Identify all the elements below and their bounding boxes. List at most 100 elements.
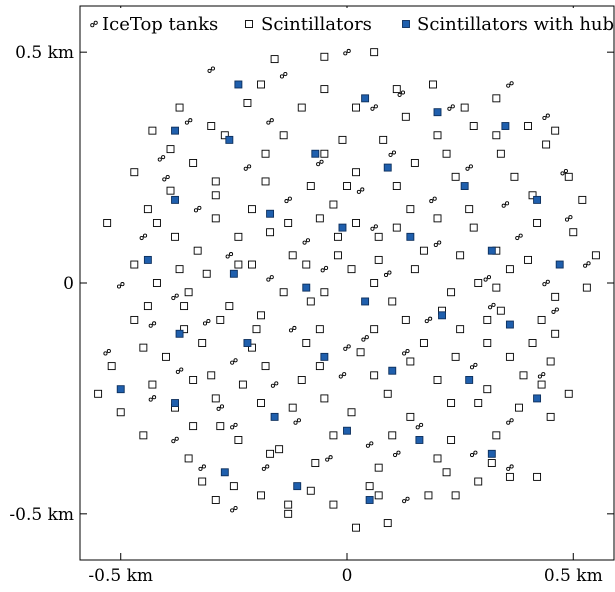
hub-scintillator-point (311, 149, 320, 158)
scintillator-point (406, 205, 415, 214)
tank-point-tank-a (415, 425, 420, 430)
scintillator-point (189, 422, 198, 431)
scintillator-point (524, 255, 532, 264)
scintillator-point (352, 168, 361, 177)
tank-point-tank-b (174, 436, 179, 441)
tank-point-tank-b (106, 348, 111, 354)
tank-point-tank-a (370, 106, 375, 111)
scintillator-point (533, 219, 542, 227)
scintillator-point (202, 269, 211, 278)
scintillator-point (189, 159, 198, 167)
hub-scintillator-point (415, 436, 424, 444)
tank-point (393, 450, 401, 458)
scintillator-point (315, 325, 324, 334)
tank-point (383, 270, 392, 278)
tank-point-tank-a (542, 282, 547, 287)
scintillator-point (333, 232, 342, 241)
hub-scintillator-point (220, 468, 229, 477)
tank-point-tank-a (506, 420, 511, 425)
tank-point (202, 318, 211, 326)
scintillator-point (320, 288, 329, 297)
tank-point-tank-b (391, 150, 397, 155)
tank-point-tank-a (397, 92, 402, 97)
scintillator-point (510, 172, 519, 181)
scintillator-point (94, 389, 103, 398)
tank-point (370, 224, 378, 231)
tank-point (501, 201, 510, 208)
scintillator-point (419, 246, 428, 255)
tank-point (506, 464, 514, 471)
tank-point-tank-b (369, 441, 374, 446)
tank-point-tank-b (292, 325, 297, 331)
scintillator-point (288, 251, 297, 260)
scintillator-point (429, 80, 437, 89)
scintillator-point (315, 362, 324, 371)
scintillator-point (370, 48, 379, 57)
scintillator-point (248, 343, 256, 352)
tank-point-tank-b (346, 48, 351, 54)
scintillator-point (211, 177, 220, 186)
tank-point-tank-a (501, 203, 506, 208)
tank-point-tank-b (568, 215, 573, 220)
scintillator-point (207, 122, 216, 130)
tank-point (551, 307, 559, 314)
scintillator-point (103, 219, 112, 227)
hub-scintillator-point (243, 339, 252, 347)
hub-scintillator-point (338, 223, 347, 232)
scintillator-point (515, 403, 523, 412)
legend-label-hub-scintillator: Scintillators with hub (417, 14, 614, 35)
tank-point-tank-a (243, 166, 248, 171)
scintillator-point (365, 482, 374, 491)
scintillator-point (284, 509, 293, 518)
tank-point (515, 233, 523, 241)
tank-point (402, 348, 410, 356)
tank-point-tank-a (316, 162, 321, 167)
tank-point-tank-b (269, 275, 274, 280)
tank-point-tank-a (288, 328, 294, 333)
tank-point (139, 233, 148, 241)
legend-background (82, 8, 612, 38)
tank-point-tank-b (210, 66, 215, 71)
tank-point (293, 418, 301, 425)
scintillator-point (388, 297, 397, 306)
tank-point-tank-a (230, 508, 235, 513)
tank-point-tank-a (506, 466, 511, 471)
tank-point (216, 404, 225, 411)
scintillator-point (107, 362, 116, 371)
tank-point-tank-a (402, 499, 407, 504)
scintillator-point (329, 500, 338, 509)
tank-point-tank-b (342, 372, 347, 377)
tank-point (230, 422, 238, 430)
tank-point (361, 335, 369, 342)
tank-point-tank-a (162, 177, 167, 182)
tank-point (447, 104, 455, 111)
tank-point-tank-b (405, 348, 410, 354)
tank-point-tank-b (120, 282, 125, 287)
hub-scintillator-point (361, 297, 370, 306)
y-tick-label: 0 (63, 274, 74, 294)
scintillator-point (505, 352, 514, 361)
tank-point-tank-a (361, 337, 366, 342)
tank-point (270, 381, 279, 388)
tank-point-tank-b (396, 450, 401, 455)
scintillator-point (451, 491, 460, 500)
tank-point-tank-b (586, 261, 591, 266)
scintillator-point (374, 491, 383, 500)
scintillator-point (519, 371, 528, 380)
scintillator-point (591, 251, 600, 260)
tank-point-tank-b (305, 238, 311, 243)
scintillator-point (302, 339, 311, 347)
scintillator-point (171, 232, 179, 241)
tank-point (370, 104, 378, 111)
scintillator-point (505, 265, 514, 274)
scintillator-point (474, 279, 483, 287)
tank-point-tank-b (265, 464, 270, 469)
y-tick-label: -0.5 km (9, 505, 74, 525)
tank-point-tank-a (383, 272, 389, 278)
tank-point-tank-b (437, 240, 442, 245)
tank-point-tank-b (509, 418, 514, 423)
tank-point-tank-a (216, 406, 221, 411)
tank-point-tank-b (545, 113, 550, 118)
scintillator-point (546, 357, 555, 366)
tank-point-tank-a (293, 420, 298, 425)
